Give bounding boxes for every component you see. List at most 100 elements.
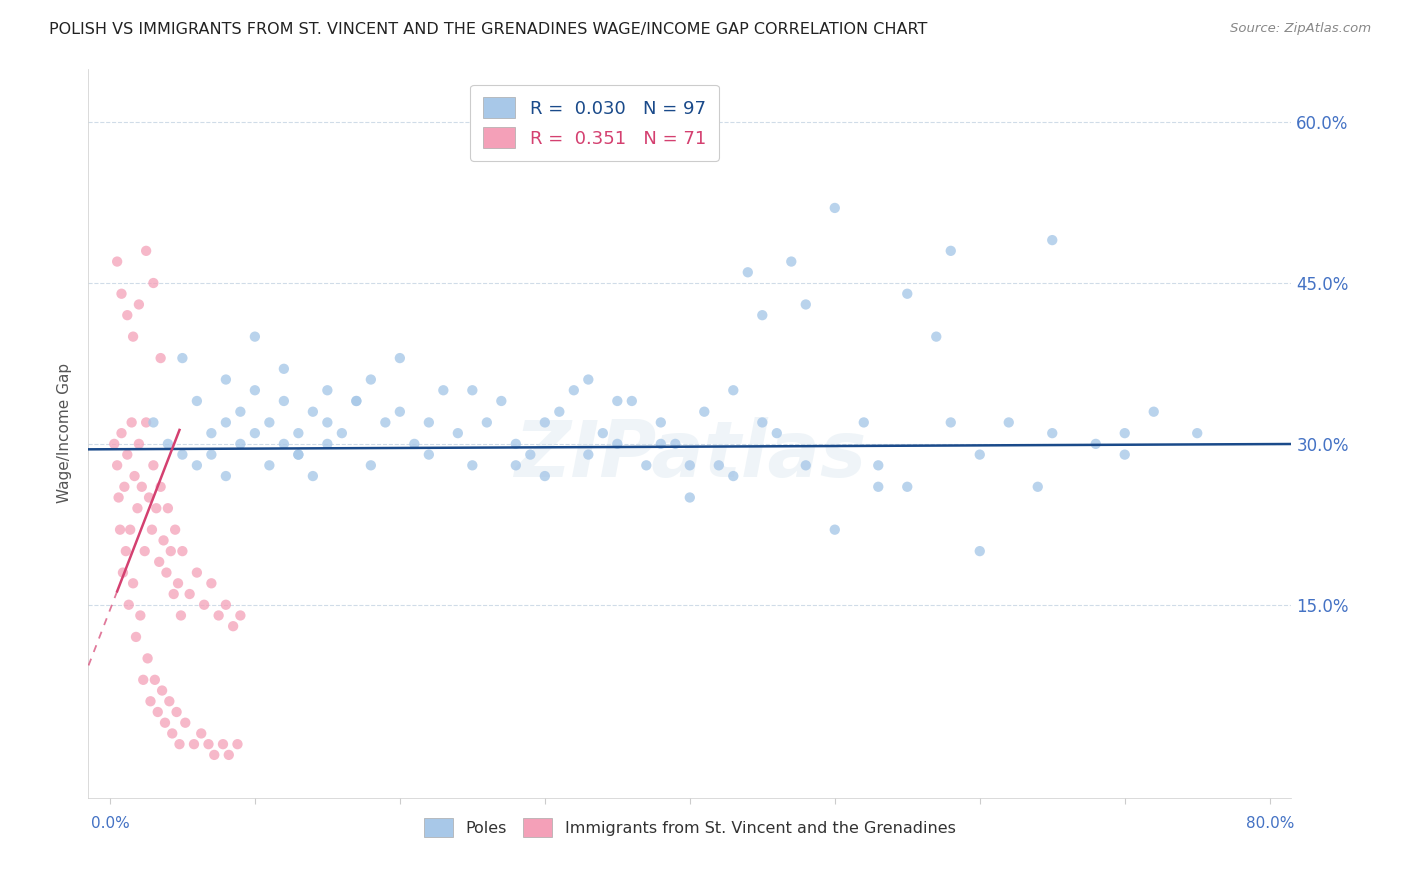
Point bbox=[794, 297, 817, 311]
Point bbox=[146, 705, 169, 719]
Point bbox=[124, 469, 146, 483]
Point bbox=[969, 544, 991, 558]
Point bbox=[360, 372, 382, 386]
Point bbox=[148, 555, 170, 569]
Point bbox=[135, 416, 157, 430]
Point bbox=[197, 737, 219, 751]
Point bbox=[969, 448, 991, 462]
Point bbox=[505, 437, 527, 451]
Point bbox=[723, 469, 745, 483]
Point bbox=[169, 737, 191, 751]
Point bbox=[679, 491, 702, 505]
Point bbox=[153, 715, 176, 730]
Point bbox=[548, 405, 571, 419]
Point bbox=[592, 426, 614, 441]
Point bbox=[167, 576, 190, 591]
Point bbox=[112, 480, 135, 494]
Text: POLISH VS IMMIGRANTS FROM ST. VINCENT AND THE GRENADINES WAGE/INCOME GAP CORRELA: POLISH VS IMMIGRANTS FROM ST. VINCENT AN… bbox=[49, 22, 928, 37]
Point bbox=[202, 747, 225, 762]
Point bbox=[388, 405, 411, 419]
Point bbox=[150, 683, 173, 698]
Point bbox=[374, 416, 396, 430]
Point bbox=[418, 416, 440, 430]
Point bbox=[344, 394, 367, 409]
Point bbox=[939, 416, 962, 430]
Point bbox=[172, 544, 194, 558]
Point bbox=[344, 394, 367, 409]
Point bbox=[125, 630, 148, 644]
Point bbox=[105, 254, 128, 268]
Point bbox=[287, 448, 309, 462]
Point bbox=[186, 458, 208, 473]
Text: 80.0%: 80.0% bbox=[1246, 816, 1294, 831]
Point bbox=[120, 523, 142, 537]
Point bbox=[316, 437, 339, 451]
Point bbox=[111, 566, 134, 580]
Point bbox=[200, 576, 222, 591]
Point bbox=[606, 437, 628, 451]
Point bbox=[243, 426, 266, 441]
Point bbox=[664, 437, 686, 451]
Point bbox=[163, 587, 186, 601]
Point bbox=[132, 673, 155, 687]
Point bbox=[129, 608, 152, 623]
Point bbox=[939, 244, 962, 258]
Point bbox=[418, 448, 440, 462]
Point bbox=[115, 544, 138, 558]
Point bbox=[226, 737, 249, 751]
Point bbox=[707, 458, 730, 473]
Text: 0.0%: 0.0% bbox=[90, 816, 129, 831]
Point bbox=[149, 351, 172, 365]
Point bbox=[243, 384, 266, 398]
Point bbox=[1187, 426, 1209, 441]
Point bbox=[229, 608, 252, 623]
Point bbox=[751, 308, 773, 322]
Point bbox=[186, 566, 208, 580]
Point bbox=[190, 726, 212, 740]
Point bbox=[136, 651, 159, 665]
Point bbox=[215, 469, 238, 483]
Point bbox=[447, 426, 470, 441]
Point bbox=[156, 501, 179, 516]
Point bbox=[461, 458, 484, 473]
Point bbox=[215, 598, 238, 612]
Point bbox=[273, 361, 295, 376]
Point bbox=[229, 405, 252, 419]
Point bbox=[519, 448, 541, 462]
Point bbox=[316, 384, 339, 398]
Point bbox=[141, 523, 163, 537]
Point bbox=[200, 448, 222, 462]
Y-axis label: Wage/Income Gap: Wage/Income Gap bbox=[58, 363, 72, 503]
Point bbox=[765, 426, 787, 441]
Text: ZIPatlas: ZIPatlas bbox=[513, 417, 866, 493]
Point bbox=[105, 458, 128, 473]
Point bbox=[723, 384, 745, 398]
Point bbox=[107, 491, 129, 505]
Point bbox=[679, 458, 702, 473]
Point bbox=[131, 480, 153, 494]
Point bbox=[997, 416, 1019, 430]
Point bbox=[159, 544, 181, 558]
Legend: Poles, Immigrants from St. Vincent and the Grenadines: Poles, Immigrants from St. Vincent and t… bbox=[416, 810, 963, 845]
Point bbox=[868, 458, 890, 473]
Point bbox=[273, 394, 295, 409]
Point bbox=[824, 523, 846, 537]
Point bbox=[128, 437, 150, 451]
Point bbox=[461, 384, 484, 398]
Point bbox=[142, 458, 165, 473]
Point bbox=[925, 329, 948, 343]
Point bbox=[172, 351, 194, 365]
Point bbox=[576, 372, 599, 386]
Point bbox=[576, 448, 599, 462]
Point bbox=[128, 297, 150, 311]
Point bbox=[162, 726, 184, 740]
Point bbox=[218, 747, 240, 762]
Point bbox=[110, 286, 132, 301]
Point bbox=[1084, 437, 1107, 451]
Point bbox=[193, 598, 215, 612]
Point bbox=[475, 416, 498, 430]
Point bbox=[1040, 426, 1063, 441]
Point bbox=[388, 351, 411, 365]
Point bbox=[143, 673, 166, 687]
Point bbox=[868, 480, 890, 494]
